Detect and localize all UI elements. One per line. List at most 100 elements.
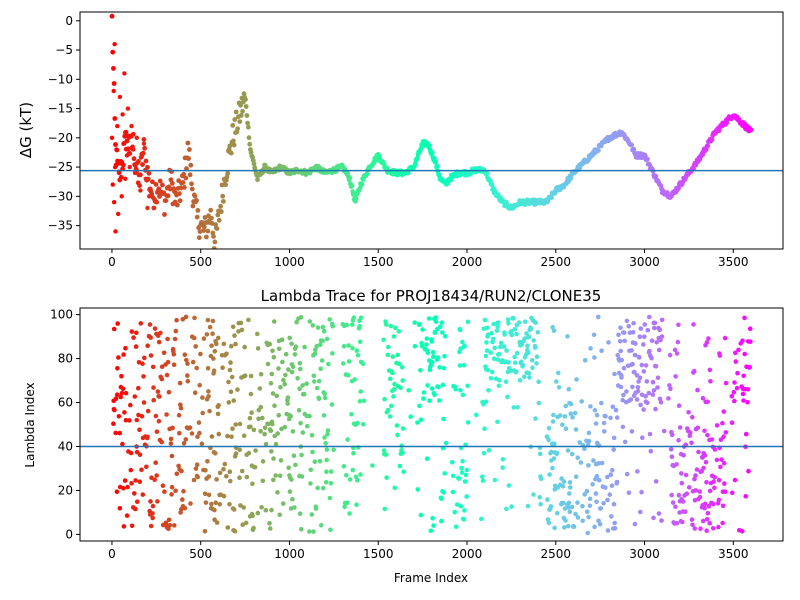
delta-g-point <box>231 142 237 148</box>
lambda-point <box>747 326 753 332</box>
lambda-point <box>464 467 470 473</box>
lambda-point <box>614 479 620 485</box>
lambda-point <box>267 341 273 347</box>
lambda-point <box>161 350 167 356</box>
lambda-point <box>228 478 233 484</box>
lambda-point <box>440 330 445 335</box>
delta-g-point <box>160 182 165 188</box>
delta-g-point <box>119 194 124 199</box>
lambda-point <box>578 460 584 465</box>
lambda-point <box>681 453 686 458</box>
lambda-point <box>546 437 551 443</box>
lambda-point <box>668 447 674 452</box>
delta-g-point <box>231 138 236 144</box>
lambda-point <box>153 413 159 419</box>
lambda-point <box>225 433 230 439</box>
lambda-point <box>620 424 626 430</box>
lambda-point <box>255 346 261 351</box>
lambda-point <box>716 477 722 483</box>
lambda-point <box>296 408 302 413</box>
delta-g-point <box>364 171 370 177</box>
lambda-point <box>594 499 599 505</box>
lambda-point <box>548 504 554 509</box>
lambda-point <box>626 324 631 329</box>
lambda-point <box>520 362 526 368</box>
lambda-point <box>594 473 600 479</box>
lambda-point <box>237 447 242 453</box>
lambda-point <box>525 343 530 349</box>
delta-g-point <box>189 186 195 192</box>
lambda-point <box>453 524 459 530</box>
lambda-point <box>166 517 172 523</box>
lambda-point <box>723 489 728 495</box>
lambda-point <box>492 477 498 483</box>
lambda-point <box>214 520 220 525</box>
delta-g-point <box>113 229 118 234</box>
lambda-point <box>717 353 723 358</box>
lambda-point <box>253 448 258 453</box>
lambda-point <box>639 362 645 368</box>
lambda-point <box>320 324 326 330</box>
lambda-point <box>709 437 715 442</box>
lambda-point <box>397 463 403 469</box>
delta-g-point <box>181 171 187 177</box>
lambda-point <box>266 421 271 427</box>
lambda-point <box>132 491 137 496</box>
lambda-point <box>457 327 463 333</box>
lambda-point <box>711 479 716 485</box>
lambda-point <box>549 449 554 455</box>
lambda-point <box>247 415 253 421</box>
lambda-point <box>227 469 233 475</box>
lambda-point <box>242 344 247 350</box>
lambda-point <box>680 499 686 504</box>
lambda-point <box>212 507 217 513</box>
lambda-point <box>450 473 456 479</box>
y-tick-label: 100 <box>50 308 73 322</box>
delta-g-point <box>243 104 249 109</box>
lambda-point <box>429 386 435 391</box>
lambda-point <box>396 361 402 367</box>
lambda-point <box>616 332 621 338</box>
lambda-point <box>392 386 397 392</box>
lambda-point <box>642 322 648 327</box>
lambda-point <box>158 330 163 336</box>
lambda-point <box>654 340 659 345</box>
lambda-point <box>729 394 735 399</box>
lambda-point <box>608 472 614 478</box>
lambda-point <box>206 394 211 399</box>
lambda-point <box>421 390 427 395</box>
lambda-point <box>214 477 219 482</box>
lambda-point <box>566 500 572 506</box>
lambda-point <box>649 338 655 344</box>
delta-g-point <box>218 209 224 215</box>
lambda-point <box>298 315 304 320</box>
lambda-point <box>137 479 143 485</box>
delta-g-point <box>177 191 182 197</box>
lambda-point <box>193 466 199 471</box>
lambda-point <box>489 331 494 336</box>
lambda-point <box>323 441 329 446</box>
lambda-point <box>418 368 423 373</box>
lambda-point <box>721 461 727 466</box>
x-tick-label: 3500 <box>718 547 749 561</box>
delta-g-point <box>201 224 207 230</box>
lambda-point <box>653 479 659 484</box>
lambda-point <box>638 402 643 408</box>
lambda-point <box>418 512 424 518</box>
lambda-point <box>347 511 352 516</box>
lambda-point <box>355 478 360 483</box>
lambda-point <box>228 360 233 365</box>
lambda-point <box>206 492 212 498</box>
delta-g-point <box>127 151 133 156</box>
lambda-point <box>498 344 503 350</box>
lambda-point <box>207 324 213 330</box>
lambda-point <box>240 522 245 527</box>
lambda-point <box>496 351 502 357</box>
delta-g-point <box>214 226 220 232</box>
lambda-point <box>568 411 574 417</box>
lambda-point <box>274 393 280 399</box>
delta-g-point <box>245 120 251 126</box>
lambda-point <box>290 496 295 502</box>
lambda-point <box>117 506 123 511</box>
delta-g-point <box>125 106 131 111</box>
